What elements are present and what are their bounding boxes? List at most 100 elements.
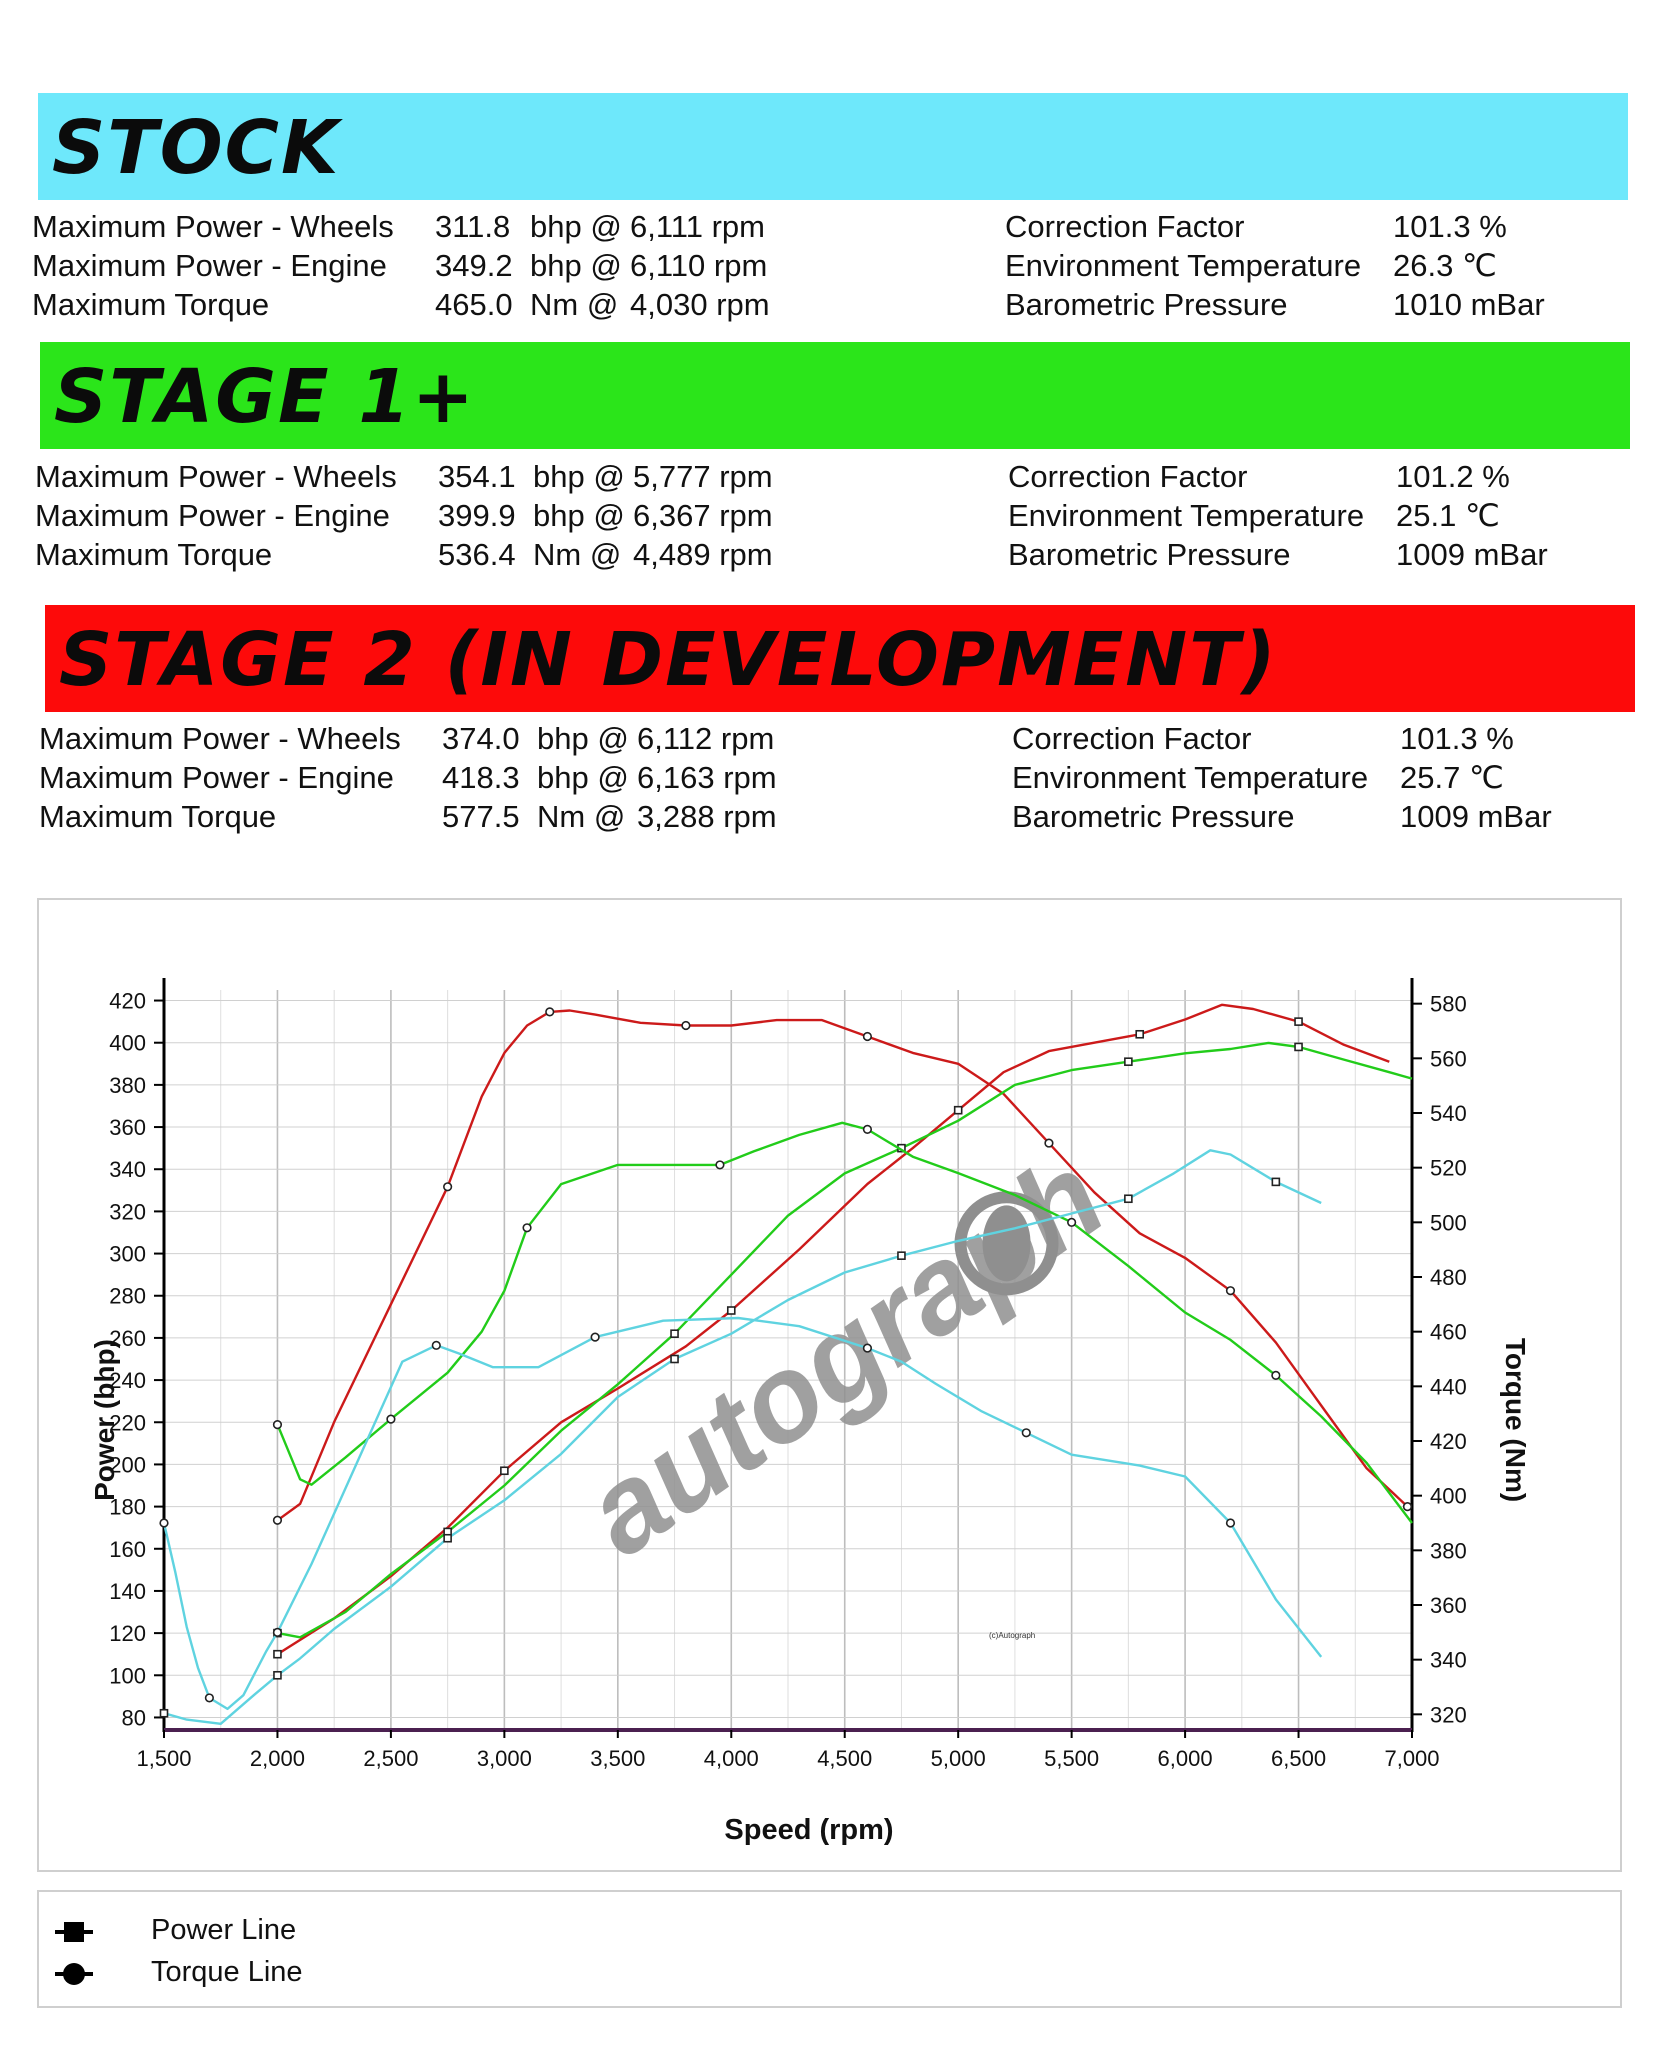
y2-tick-label: 540	[1430, 1101, 1467, 1126]
legend-panel: Power Line Torque Line	[37, 1890, 1622, 2008]
y-tick-label: 320	[109, 1199, 146, 1224]
y-tick-label: 360	[109, 1115, 146, 1140]
max-torque-value: 577.5	[442, 799, 520, 834]
series-point-marker	[272, 1419, 283, 1430]
max-torque-right-label: Barometric Pressure	[1005, 287, 1288, 322]
wheels-power-value: 374.0	[442, 721, 520, 756]
y2-tick-label: 460	[1430, 1320, 1467, 1345]
y-tick-label: 240	[109, 1368, 146, 1393]
x-axis-title: Speed (rpm)	[724, 1814, 893, 1846]
wheels-power-right-value: 101.3 %	[1393, 209, 1507, 244]
y2-tick-label: 440	[1430, 1374, 1467, 1399]
max-torque-value: 465.0	[435, 287, 513, 322]
wheels-power-label: Maximum Power - Wheels	[39, 721, 401, 756]
series-line-2	[277, 1041, 1413, 1639]
series-line-1	[276, 1009, 1409, 1522]
wheels-power-rpm: 5,777 rpm	[633, 459, 773, 494]
series-point-marker	[1124, 1057, 1133, 1066]
series-point-marker	[1135, 1029, 1145, 1039]
y-tick-label: 140	[109, 1579, 146, 1604]
series-point-marker	[670, 1329, 679, 1338]
max-torque-rpm: 4,030 rpm	[630, 287, 770, 322]
y2-tick-label: 320	[1430, 1702, 1467, 1727]
engine-power-value: 399.9	[438, 498, 516, 533]
x-tick-label: 3,000	[477, 1746, 532, 1771]
engine-power-label: Maximum Power - Engine	[39, 760, 394, 795]
x-tick-label: 2,500	[363, 1746, 418, 1771]
square-marker-icon	[55, 1922, 93, 1942]
y-tick-label: 180	[109, 1495, 146, 1520]
series-point-marker	[1225, 1518, 1236, 1528]
y-tick-label: 420	[109, 989, 146, 1014]
series-point-marker	[726, 1306, 736, 1315]
y-axis-title: Power (bhp)	[89, 1339, 120, 1501]
series-point-marker	[862, 1124, 873, 1134]
max-torque-rpm: 3,288 rpm	[637, 799, 777, 834]
max-torque-right-value: 1009 mBar	[1396, 537, 1548, 572]
stock-banner: STOCK	[38, 93, 1628, 200]
y2-tick-label: 420	[1430, 1429, 1467, 1454]
stage2-specs: Maximum Power - Wheels 374.0 bhp @6,112 rp…	[7, 721, 1667, 841]
max-torque-label: Maximum Torque	[32, 287, 270, 322]
engine-power-label: Maximum Power - Engine	[35, 498, 390, 533]
wheels-power-label: Maximum Power - Wheels	[35, 459, 397, 494]
series-point-marker	[1402, 1501, 1413, 1512]
series-point-marker	[1294, 1042, 1303, 1052]
y2-tick-label: 520	[1430, 1156, 1467, 1181]
stage1-title: STAGE 1+	[54, 354, 476, 440]
y-tick-label: 260	[109, 1326, 146, 1351]
series-point-marker	[1067, 1217, 1077, 1227]
engine-power-unit: bhp @	[533, 498, 625, 533]
x-tick-label: 7,000	[1384, 1746, 1439, 1771]
x-tick-label: 1,500	[136, 1746, 191, 1771]
series-point-marker	[273, 1649, 282, 1659]
dyno-chart: autograph (c)Autograph 1,500 2,000 2,500 3,…	[89, 978, 1531, 1846]
wheels-power-unit: bhp @	[537, 721, 629, 756]
series-point-marker	[897, 1251, 906, 1260]
engine-power-right-label: Environment Temperature	[1005, 248, 1362, 283]
series-point-marker	[273, 1670, 282, 1680]
wheels-power-right-label: Correction Factor	[1005, 209, 1245, 244]
y2-tick-label: 580	[1430, 992, 1467, 1017]
stock-specs: Maximum Power - Wheels 311.8 bhp @6,111 rp…	[0, 209, 1667, 329]
x-tick-label: 6,000	[1158, 1746, 1213, 1771]
engine-power-rpm: 6,367 rpm	[633, 498, 773, 533]
wheels-power-right-value: 101.2 %	[1396, 459, 1510, 494]
max-torque-label: Maximum Torque	[35, 537, 273, 572]
circle-marker-icon	[55, 1963, 93, 1985]
x-tick-label: 3,500	[590, 1746, 645, 1771]
x-tick-label: 5,000	[931, 1746, 986, 1771]
max-torque-unit: Nm @	[533, 537, 622, 572]
series-point-marker	[1021, 1428, 1031, 1438]
series-point-marker	[272, 1515, 283, 1525]
y2-tick-label: 380	[1430, 1538, 1467, 1563]
y-tick-label: 300	[109, 1242, 146, 1267]
series-point-marker	[1271, 1370, 1281, 1381]
engine-power-unit: bhp @	[537, 760, 629, 795]
engine-power-value: 418.3	[442, 760, 520, 795]
copyright-note: (c)Autograph	[989, 1631, 1035, 1640]
x-tick-label: 2,000	[250, 1746, 305, 1771]
y2-tick-label: 340	[1430, 1648, 1467, 1673]
max-torque-right-value: 1010 mBar	[1393, 287, 1545, 322]
series	[159, 1003, 1413, 1725]
series-point-marker	[715, 1160, 725, 1170]
legend-item-torque: Torque Line	[55, 1954, 455, 1994]
y2-tick-label: 400	[1430, 1484, 1467, 1509]
y-tick-label: 380	[109, 1073, 146, 1098]
y-tick-label: 160	[109, 1537, 146, 1562]
wheels-power-label: Maximum Power - Wheels	[32, 209, 394, 244]
engine-power-right-value: 25.1 ℃	[1396, 498, 1500, 533]
series-point-marker	[953, 1105, 963, 1115]
engine-power-right-value: 26.3 ℃	[1393, 248, 1497, 283]
series-point-marker	[1271, 1177, 1281, 1187]
series-point-marker	[204, 1693, 214, 1703]
engine-power-rpm: 6,110 rpm	[630, 248, 768, 283]
y-tick-label: 120	[109, 1621, 146, 1646]
series-point-marker	[443, 1533, 452, 1543]
wheels-power-rpm: 6,112 rpm	[637, 721, 775, 756]
axes: 1,500 2,000 2,500 3,000 3,500 4,000 4,500 5,000…	[109, 978, 1467, 1771]
wheels-power-unit: bhp @	[533, 459, 625, 494]
series-point-marker	[670, 1354, 679, 1364]
series-point-marker	[862, 1031, 873, 1042]
